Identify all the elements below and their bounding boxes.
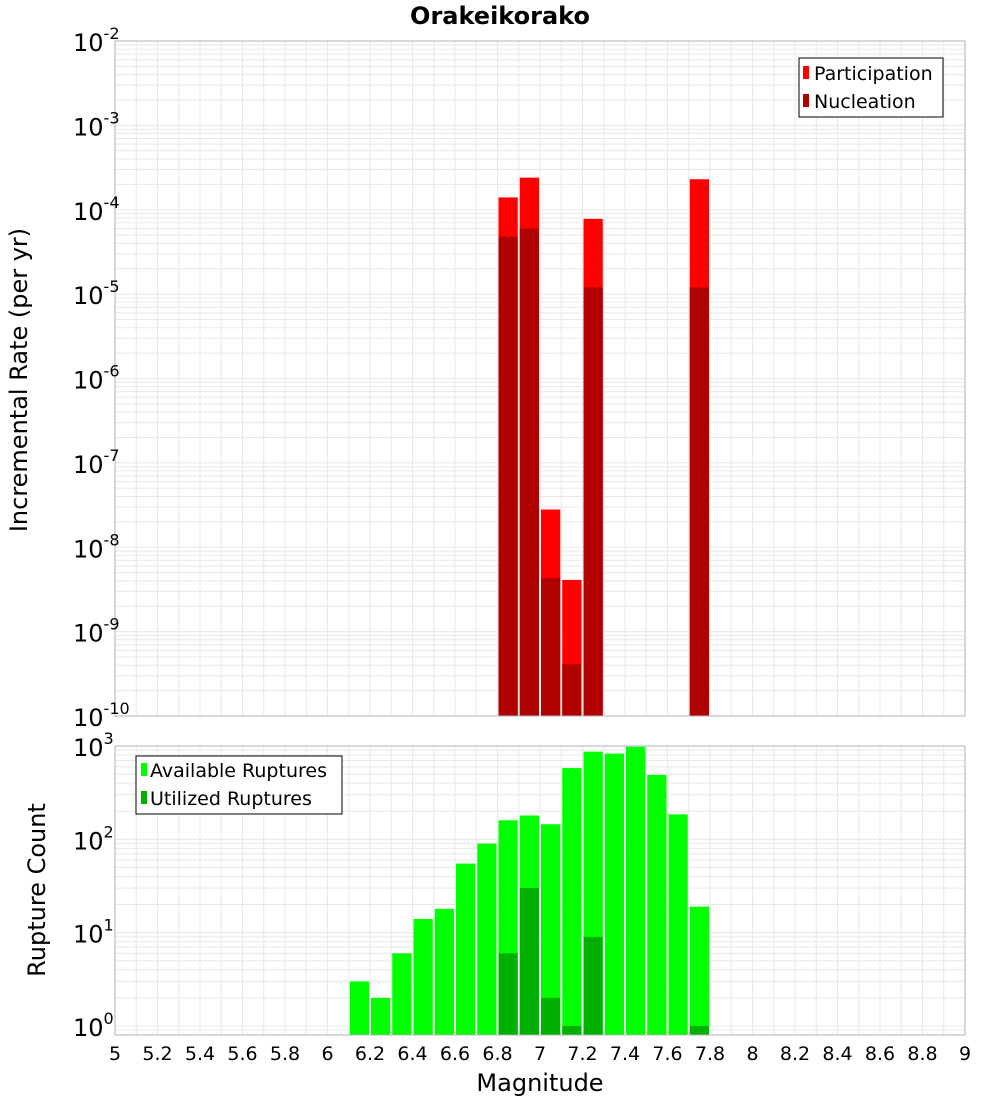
rupture-bar-series2 — [541, 997, 561, 1035]
x-tick-label: 8.4 — [822, 1043, 852, 1065]
rupture-panel-y-axis-title: Rupture Count — [23, 803, 51, 977]
rate-panel-y-axis-title: Incremental Rate (per yr) — [5, 228, 33, 532]
legend-swatch-nucleation — [803, 94, 809, 107]
x-tick-label: 5.8 — [270, 1043, 300, 1065]
rate-y-tick-label: 10-2 — [73, 24, 120, 57]
rate-panel-bars — [498, 177, 709, 717]
rupture-y-tick-label: 103 — [73, 729, 114, 762]
x-tick-label: 8 — [746, 1043, 758, 1065]
x-tick-label: 7 — [534, 1043, 546, 1065]
rupture-bar-series1 — [541, 824, 561, 1035]
rupture-bar-series1 — [689, 906, 709, 1035]
x-tick-label: 7.2 — [567, 1043, 597, 1065]
rupture-bar-series1 — [562, 768, 582, 1035]
x-axis-ticks: 5 5.2 5.4 5.6 5.8 6 6.2 6.4 6.6 6.8 7 7.2 7.4 7.6 7.8 8… — [109, 1043, 971, 1065]
legend-swatch-available — [141, 763, 147, 776]
x-tick-label: 6 — [321, 1043, 333, 1065]
legend-swatch-utilized — [141, 791, 147, 804]
legend-label-utilized: Utilized Ruptures — [150, 788, 312, 810]
rate-bar-series2 — [519, 228, 539, 716]
rate-panel-legend: Participation Nucleation — [798, 57, 944, 118]
rupture-bar-series1 — [604, 753, 624, 1035]
legend-label-participation: Participation — [814, 63, 933, 85]
rupture-bar-series1 — [626, 746, 646, 1035]
rupture-bar-series2 — [498, 953, 518, 1035]
rate-panel-grid — [114, 40, 966, 717]
rate-bar-series2 — [689, 287, 709, 716]
rate-y-tick-label: 10-8 — [73, 530, 120, 563]
rate-bar-series2 — [583, 287, 603, 716]
x-tick-label: 6.8 — [482, 1043, 512, 1065]
x-tick-label: 9 — [959, 1043, 971, 1065]
x-tick-label: 5.2 — [142, 1043, 172, 1065]
rate-y-tick-label: 10-6 — [73, 362, 120, 395]
legend-label-available: Available Ruptures — [150, 760, 327, 782]
rate-panel: 10-10 10-9 10-8 10-7 10-6 10-5 10-4 10-3 10-2 In… — [5, 24, 966, 732]
rupture-bar-series1 — [477, 843, 497, 1035]
x-axis-title: Magnitude — [476, 1069, 603, 1097]
rupture-panel-y-ticks: 100 101 102 103 — [73, 729, 114, 1042]
rupture-panel-bars — [349, 746, 709, 1035]
rupture-bar-series2 — [562, 1025, 582, 1035]
legend-swatch-participation — [803, 66, 809, 79]
x-tick-label: 7.4 — [610, 1043, 640, 1065]
rupture-panel-frame — [114, 745, 966, 1036]
rupture-legend-frame — [135, 755, 343, 815]
x-tick-label: 8.6 — [865, 1043, 895, 1065]
chart-title: Orakeikorako — [410, 2, 590, 30]
x-tick-label: 8.8 — [907, 1043, 937, 1065]
rupture-bar-series1 — [392, 953, 412, 1035]
x-tick-label: 6.6 — [440, 1043, 470, 1065]
rate-y-tick-label: 10-10 — [73, 699, 130, 732]
rupture-count-panel: 100 101 102 103 5 5.2 5.4 5.6 5.8 6 6.2 6.4 6.6 6.8 7… — [23, 729, 971, 1097]
x-tick-label: 5 — [109, 1043, 121, 1065]
x-tick-label: 6.2 — [355, 1043, 385, 1065]
rupture-bar-series1 — [456, 863, 476, 1035]
rate-panel-y-ticks: 10-10 10-9 10-8 10-7 10-6 10-5 10-4 10-3 10-2 — [73, 24, 130, 732]
rupture-bar-series1 — [434, 908, 454, 1035]
rupture-y-tick-label: 100 — [73, 1009, 114, 1042]
rate-bar-series2 — [541, 578, 561, 716]
rate-legend-frame — [798, 57, 944, 118]
rupture-y-tick-label: 102 — [73, 822, 114, 855]
x-tick-label: 5.6 — [227, 1043, 257, 1065]
rate-y-tick-label: 10-4 — [73, 193, 120, 226]
rupture-bar-series2 — [689, 1025, 709, 1035]
rupture-bar-series1 — [371, 997, 391, 1035]
rate-y-tick-label: 10-7 — [73, 446, 120, 479]
rate-panel-frame — [114, 40, 966, 717]
rupture-bar-series1 — [349, 981, 369, 1035]
x-tick-label: 7.6 — [652, 1043, 682, 1065]
rupture-bar-series2 — [583, 936, 603, 1035]
rupture-bar-series1 — [413, 919, 433, 1035]
x-tick-label: 5.4 — [185, 1043, 215, 1065]
rate-y-tick-label: 10-5 — [73, 277, 120, 310]
rupture-bar-series1 — [668, 814, 688, 1035]
x-tick-label: 8.2 — [780, 1043, 810, 1065]
x-tick-label: 7.8 — [695, 1043, 725, 1065]
rate-bar-series2 — [498, 236, 518, 716]
rupture-panel-legend: Available Ruptures Utilized Ruptures — [135, 755, 343, 815]
rupture-y-tick-label: 101 — [73, 916, 114, 949]
rate-y-tick-label: 10-9 — [73, 615, 120, 648]
rupture-bar-series1 — [647, 774, 667, 1035]
rate-bar-series2 — [562, 664, 582, 716]
rate-y-tick-label: 10-3 — [73, 108, 120, 141]
rupture-bar-series2 — [519, 888, 539, 1035]
legend-label-nucleation: Nucleation — [814, 91, 916, 113]
x-tick-label: 6.4 — [397, 1043, 427, 1065]
